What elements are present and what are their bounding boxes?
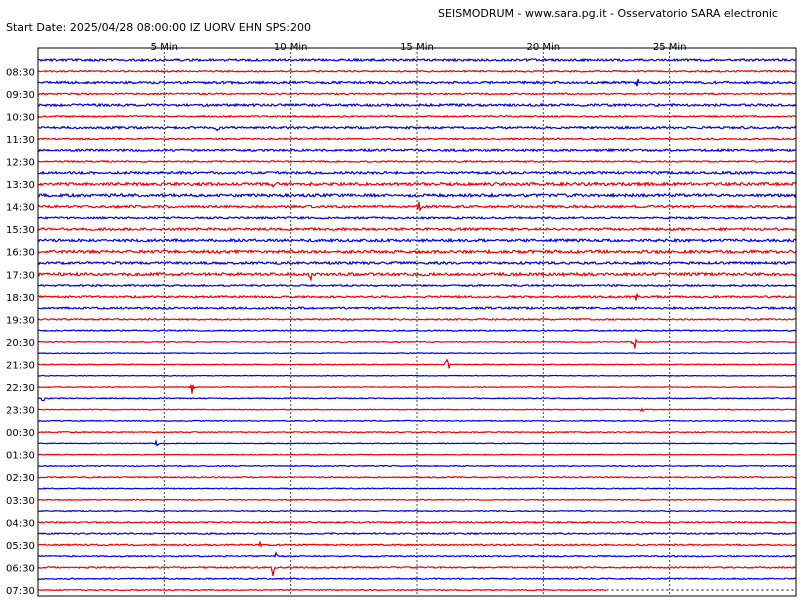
- hour-label: 19:30: [6, 315, 35, 326]
- hour-label: 23:30: [6, 406, 35, 417]
- hour-label: 16:30: [6, 248, 35, 259]
- plot-border: [37, 47, 797, 597]
- trace-row: [37, 260, 797, 266]
- hour-label: 09:30: [6, 90, 35, 101]
- hour-label: 00:30: [6, 428, 35, 439]
- trace-row: [37, 520, 797, 524]
- trace-row: [37, 397, 797, 402]
- hour-label: 14:30: [6, 203, 35, 214]
- hour-labels: 08:30 09:30 10:30 11:30 12:30 13:30 14:30 15:30…: [6, 67, 35, 597]
- trace-row: [37, 453, 797, 456]
- hour-label: 10:30: [6, 112, 35, 123]
- hour-label: 15:30: [6, 225, 35, 236]
- trace-row: [37, 317, 797, 321]
- hour-label: 12:30: [6, 157, 35, 168]
- minute-gridlines: [163, 48, 671, 596]
- trace-row: [37, 248, 797, 255]
- trace-row: [37, 374, 797, 377]
- hour-label: 13:30: [6, 180, 35, 191]
- trace-row: [37, 329, 797, 333]
- hour-label: 08:30: [6, 67, 35, 78]
- trace-row: [38, 439, 797, 447]
- trace-row: [37, 577, 797, 581]
- trace-row: [37, 498, 797, 502]
- hour-label: 01:30: [6, 451, 35, 462]
- hour-label: 22:30: [6, 383, 35, 394]
- hour-label: 18:30: [6, 293, 35, 304]
- hour-label: 17:30: [6, 270, 35, 281]
- hour-label: 11:30: [6, 135, 35, 146]
- hour-label: 07:30: [6, 586, 35, 597]
- trace-row: [37, 137, 797, 141]
- hour-label: 05:30: [6, 541, 35, 552]
- hour-label: 04:30: [6, 518, 35, 529]
- hour-label: 03:30: [6, 496, 35, 507]
- hour-label: 02:30: [6, 473, 35, 484]
- trace-row: [37, 588, 607, 592]
- trace-row: [37, 384, 797, 394]
- start-date-info: Start Date: 2025/04/28 08:00:00 IZ UORV …: [6, 21, 311, 34]
- hour-label: 20:30: [6, 338, 35, 349]
- trace-row: [37, 69, 797, 73]
- hour-label: 21:30: [6, 360, 35, 371]
- hour-label: 06:30: [6, 563, 35, 574]
- trace-row: [37, 509, 797, 513]
- header-title: SEISMODRUM - www.sara.pg.it - Osservator…: [438, 7, 778, 20]
